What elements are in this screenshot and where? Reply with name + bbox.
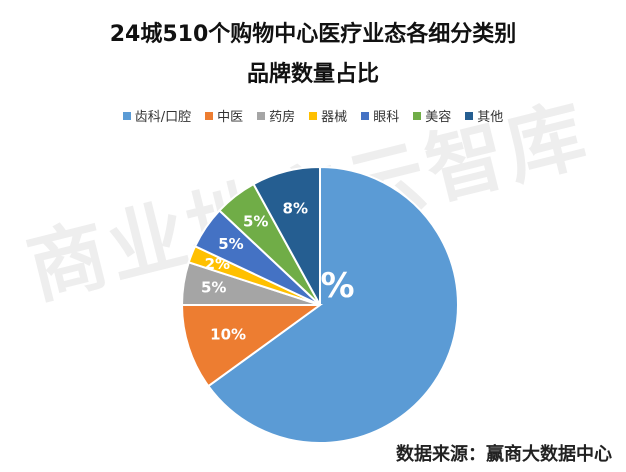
data-label-other: 8% <box>283 199 308 217</box>
legend: 齿科/口腔 中医 药房 器械 眼科 美容 其他 <box>0 106 626 125</box>
chart-title: 24城510个购物中心医疗业态各细分类别 <box>109 22 517 47</box>
legend-swatch <box>309 111 318 120</box>
legend-label: 美容 <box>425 110 452 125</box>
legend-swatch <box>361 111 370 120</box>
data-source: 数据来源：赢商大数据中心 <box>396 444 612 465</box>
legend-swatch <box>413 111 422 120</box>
legend-label: 眼科 <box>373 110 400 125</box>
legend-item-ophthalmology: 眼科 <box>361 106 399 125</box>
data-label-beauty: 5% <box>243 213 268 231</box>
pie-slice-dental <box>206 165 459 444</box>
legend-swatch <box>257 111 266 120</box>
pie-slice-tcm <box>180 304 324 388</box>
legend-swatch <box>205 111 214 120</box>
legend-item-tcm: 中医 <box>205 106 243 125</box>
data-label-pharmacy: 5% <box>201 279 226 297</box>
legend-label: 药房 <box>269 110 296 125</box>
legend-label: 中医 <box>217 110 244 125</box>
pie-slice-other <box>252 165 321 306</box>
legend-item-other: 其他 <box>465 106 503 125</box>
legend-item-beauty: 美容 <box>413 106 451 125</box>
legend-label: 器械 <box>321 110 348 125</box>
legend-label: 齿科/口腔 <box>134 110 192 125</box>
legend-swatch <box>122 111 131 120</box>
data-label-tcm: 10% <box>210 325 246 343</box>
legend-item-devices: 器械 <box>309 106 347 125</box>
legend-item-pharmacy: 药房 <box>257 106 295 125</box>
legend-label: 其他 <box>477 110 504 125</box>
legend-item-dental: 齿科/口腔 <box>122 106 192 125</box>
chart-subtitle: 品牌数量占比 <box>246 62 379 87</box>
data-label-ophthalmology: 5% <box>218 235 243 253</box>
legend-swatch <box>465 111 474 120</box>
